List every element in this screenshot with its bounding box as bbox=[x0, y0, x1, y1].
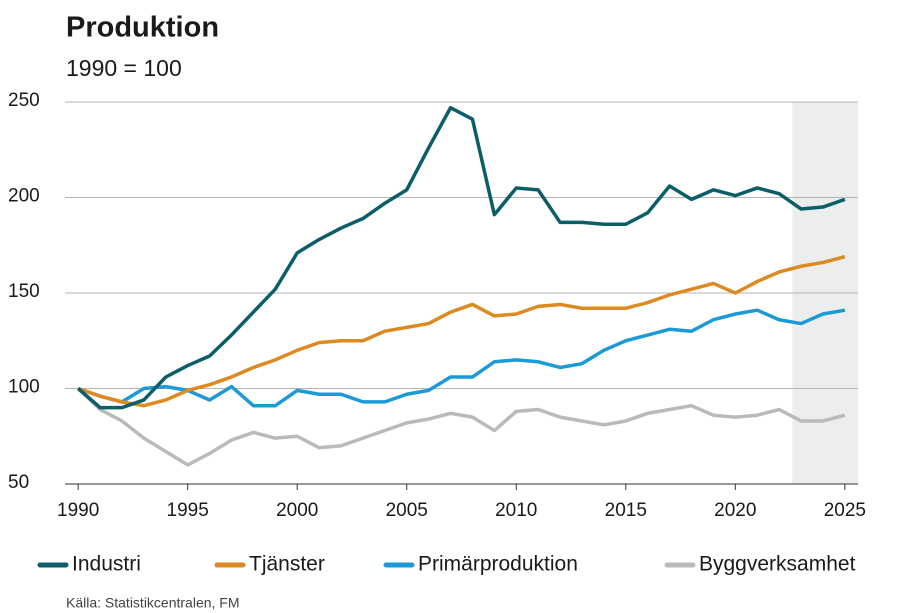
x-tick-label: 2015 bbox=[605, 500, 647, 521]
y-tick-label: 250 bbox=[8, 90, 40, 111]
x-tick-label: 2005 bbox=[386, 500, 428, 521]
series-line bbox=[77, 255, 846, 408]
legend-label: Industri bbox=[72, 553, 141, 576]
y-tick-label: 100 bbox=[8, 377, 40, 398]
x-tick-label: 2010 bbox=[495, 500, 537, 521]
legend-label: Primärproduktion bbox=[418, 553, 578, 576]
legend-label: Tjänster bbox=[249, 553, 325, 576]
chart-title: Produktion bbox=[66, 12, 219, 44]
legend-label: Byggverksamhet bbox=[699, 553, 856, 576]
series-line bbox=[77, 308, 846, 408]
x-tick-label: 2000 bbox=[276, 500, 318, 521]
series-line bbox=[76, 105, 846, 410]
x-tick-label: 1990 bbox=[57, 500, 99, 521]
y-tick-label: 50 bbox=[8, 472, 29, 493]
x-tick-label: 2025 bbox=[824, 500, 866, 521]
y-tick-label: 150 bbox=[8, 281, 40, 302]
source-note: Källa: Statistikcentralen, FM bbox=[66, 595, 240, 611]
chart-subtitle: 1990 = 100 bbox=[66, 55, 182, 81]
x-tick-label: 2020 bbox=[714, 500, 756, 521]
series-line bbox=[76, 387, 846, 467]
x-tick-label: 1995 bbox=[167, 500, 209, 521]
y-tick-label: 200 bbox=[8, 186, 40, 207]
